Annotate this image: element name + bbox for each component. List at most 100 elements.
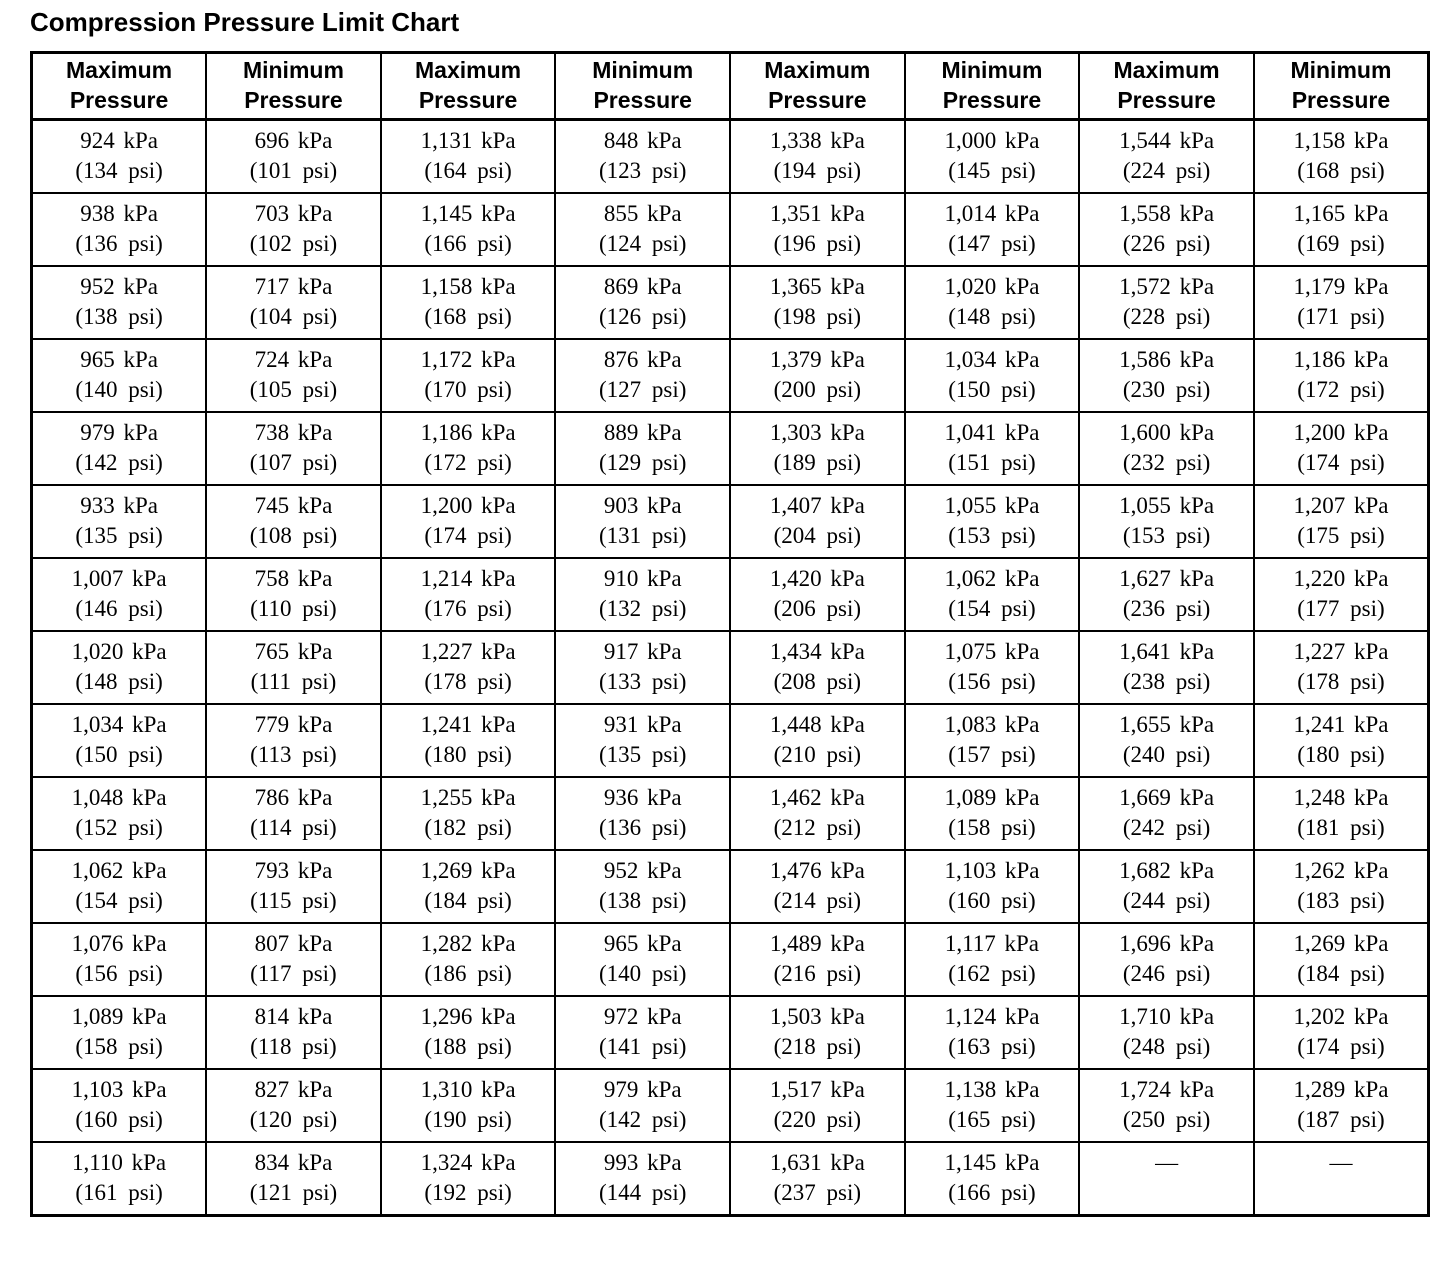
column-header: Minimum Pressure — [903, 51, 1081, 121]
pressure-cell: 1,489 kPa (216 psi) — [729, 921, 906, 997]
psi-value: (200 psi) — [773, 377, 862, 403]
pressure-cell: 793 kPa (115 psi) — [205, 848, 382, 924]
compression-pressure-table: Maximum Pressure Minimum Pressure Maximum … — [30, 50, 1430, 1217]
kpa-value: 933 kPa — [80, 493, 158, 519]
psi-value: (145 psi) — [948, 158, 1036, 184]
kpa-value: 1,172 kPa — [420, 347, 516, 373]
pressure-cell: 1,655 kPa (240 psi) — [1078, 702, 1255, 778]
column-header: Maximum Pressure — [729, 51, 906, 121]
kpa-value: 1,710 kPa — [1119, 1004, 1215, 1030]
psi-value: (164 psi) — [424, 158, 512, 184]
kpa-value: 1,158 kPa — [1293, 128, 1389, 154]
kpa-value: 1,241 kPa — [1293, 712, 1389, 738]
kpa-value: 1,117 kPa — [944, 931, 1040, 957]
psi-value: (115 psi) — [250, 888, 337, 914]
psi-value: (150 psi) — [75, 742, 163, 768]
psi-value: (237 psi) — [773, 1180, 862, 1206]
pressure-cell: 1,020 kPa (148 psi) — [903, 264, 1081, 340]
pressure-cell: 1,062 kPa (154 psi) — [30, 848, 208, 924]
kpa-value: 1,076 kPa — [71, 931, 167, 957]
kpa-value: 869 kPa — [603, 274, 682, 300]
kpa-value: 1,186 kPa — [1293, 347, 1389, 373]
psi-value: (138 psi) — [598, 888, 687, 914]
kpa-value: 834 kPa — [254, 1150, 333, 1176]
pressure-cell: 1,517 kPa (220 psi) — [729, 1067, 906, 1143]
table-row: 1,110 kPa (161 psi) 834 kPa (121 psi) 1,324 … — [30, 1140, 1430, 1217]
psi-value: (156 psi) — [75, 961, 163, 987]
pressure-cell: 1,200 kPa (174 psi) — [379, 483, 557, 559]
kpa-value: 1,338 kPa — [769, 128, 865, 154]
kpa-value: 1,138 kPa — [944, 1077, 1040, 1103]
psi-value: (154 psi) — [75, 888, 163, 914]
kpa-value: 1,158 kPa — [420, 274, 516, 300]
kpa-value: 1,503 kPa — [769, 1004, 865, 1030]
psi-value: (238 psi) — [1122, 669, 1211, 695]
psi-value: (188 psi) — [424, 1034, 512, 1060]
pressure-cell: 1,089 kPa (158 psi) — [30, 994, 208, 1070]
pressure-cell: 1,248 kPa (181 psi) — [1252, 775, 1430, 851]
pressure-cell: 1,103 kPa (160 psi) — [903, 848, 1081, 924]
psi-value: (178 psi) — [1297, 669, 1385, 695]
kpa-value: 1,544 kPa — [1119, 128, 1215, 154]
pressure-cell: 1,338 kPa (194 psi) — [729, 118, 906, 194]
psi-value: (184 psi) — [424, 888, 512, 914]
psi-value: (108 psi) — [249, 523, 338, 549]
pressure-cell: 1,462 kPa (212 psi) — [729, 775, 906, 851]
psi-value: (134 psi) — [75, 158, 163, 184]
kpa-value: 1,255 kPa — [420, 785, 516, 811]
pressure-cell: 1,269 kPa (184 psi) — [379, 848, 557, 924]
psi-value: (140 psi) — [598, 961, 687, 987]
psi-value: (214 psi) — [773, 888, 862, 914]
pressure-cell: 1,289 kPa (187 psi) — [1252, 1067, 1430, 1143]
kpa-value: 1,517 kPa — [769, 1077, 865, 1103]
pressure-cell: 1,117 kPa (162 psi) — [903, 921, 1081, 997]
pressure-cell: 1,000 kPa (145 psi) — [903, 118, 1081, 194]
kpa-value: 1,220 kPa — [1293, 566, 1389, 592]
pressure-cell: 1,600 kPa (232 psi) — [1078, 410, 1255, 486]
psi-value: (166 psi) — [424, 231, 512, 257]
kpa-value: 1,083 kPa — [944, 712, 1040, 738]
kpa-value: 1,020 kPa — [944, 274, 1040, 300]
kpa-value: 1,434 kPa — [769, 639, 865, 665]
psi-value: (151 psi) — [948, 450, 1036, 476]
kpa-value: 952 kPa — [80, 274, 158, 300]
table-row: 1,020 kPa (148 psi) 765 kPa (111 psi) 1,227 … — [30, 629, 1430, 705]
column-header: Minimum Pressure — [554, 51, 731, 121]
pressure-cell: 1,724 kPa (250 psi) — [1078, 1067, 1255, 1143]
psi-value: (126 psi) — [598, 304, 687, 330]
psi-value: (171 psi) — [1297, 304, 1385, 330]
psi-value: (142 psi) — [75, 450, 163, 476]
table-row: 965 kPa (140 psi) 724 kPa (105 psi) 1,172 kP… — [30, 337, 1430, 413]
kpa-value: 724 kPa — [254, 347, 333, 373]
kpa-value: 1,227 kPa — [1293, 639, 1389, 665]
pressure-cell: 1,145 kPa (166 psi) — [379, 191, 557, 267]
pressure-cell: 1,310 kPa (190 psi) — [379, 1067, 557, 1143]
psi-value: (168 psi) — [424, 304, 512, 330]
psi-value: (194 psi) — [773, 158, 862, 184]
pressure-cell: 1,014 kPa (147 psi) — [903, 191, 1081, 267]
kpa-value: 936 kPa — [603, 785, 682, 811]
psi-value: (236 psi) — [1122, 596, 1211, 622]
pressure-cell: 1,075 kPa (156 psi) — [903, 629, 1081, 705]
pressure-cell: 1,207 kPa (175 psi) — [1252, 483, 1430, 559]
kpa-value: 1,145 kPa — [420, 201, 516, 227]
kpa-value: 1,462 kPa — [769, 785, 865, 811]
psi-value: (196 psi) — [773, 231, 862, 257]
kpa-value: 1,248 kPa — [1293, 785, 1389, 811]
psi-value: (158 psi) — [75, 1034, 163, 1060]
pressure-cell: 1,448 kPa (210 psi) — [729, 702, 906, 778]
psi-value: (138 psi) — [75, 304, 163, 330]
psi-value: (136 psi) — [75, 231, 163, 257]
psi-value: (169 psi) — [1297, 231, 1385, 257]
psi-value: (242 psi) — [1122, 815, 1211, 841]
kpa-value: 1,241 kPa — [420, 712, 516, 738]
kpa-value: 814 kPa — [254, 1004, 333, 1030]
column-header: Minimum Pressure — [1252, 51, 1430, 121]
pressure-cell: 1,434 kPa (208 psi) — [729, 629, 906, 705]
pressure-cell: 979 kPa (142 psi) — [554, 1067, 731, 1143]
kpa-value: 793 kPa — [254, 858, 333, 884]
pressure-cell: 933 kPa (135 psi) — [30, 483, 208, 559]
pressure-cell: 1,407 kPa (204 psi) — [729, 483, 906, 559]
psi-value — [1256, 1178, 1427, 1208]
kpa-value: 786 kPa — [254, 785, 333, 811]
